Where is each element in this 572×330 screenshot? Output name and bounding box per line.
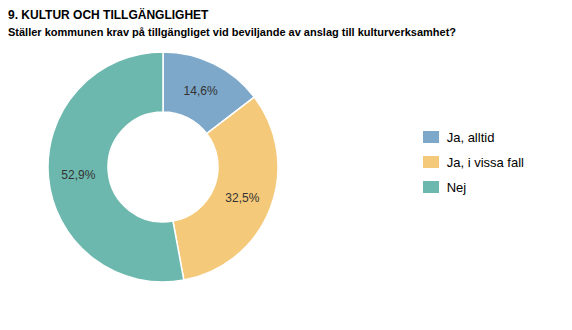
html-text:Ja, i vissa fall: Ja, i vissa fall xyxy=(446,154,524,170)
html-text:Ställer kommunen krav på tillg: Ställer kommunen krav på tillgängliget v… xyxy=(8,26,457,38)
html-text:Ja, alltid: Ja, alltid xyxy=(446,129,495,145)
svg-text:52,9%: 52,9% xyxy=(61,168,95,182)
html-text:9. KULTUR OCH TILLGÄNGLIGHET: 9. KULTUR OCH TILLGÄNGLIGHET xyxy=(8,8,209,22)
svg-text:14,6%: 14,6% xyxy=(184,84,218,98)
svg-text:32,5%: 32,5% xyxy=(225,191,259,205)
html-text:Nej: Nej xyxy=(446,179,467,195)
